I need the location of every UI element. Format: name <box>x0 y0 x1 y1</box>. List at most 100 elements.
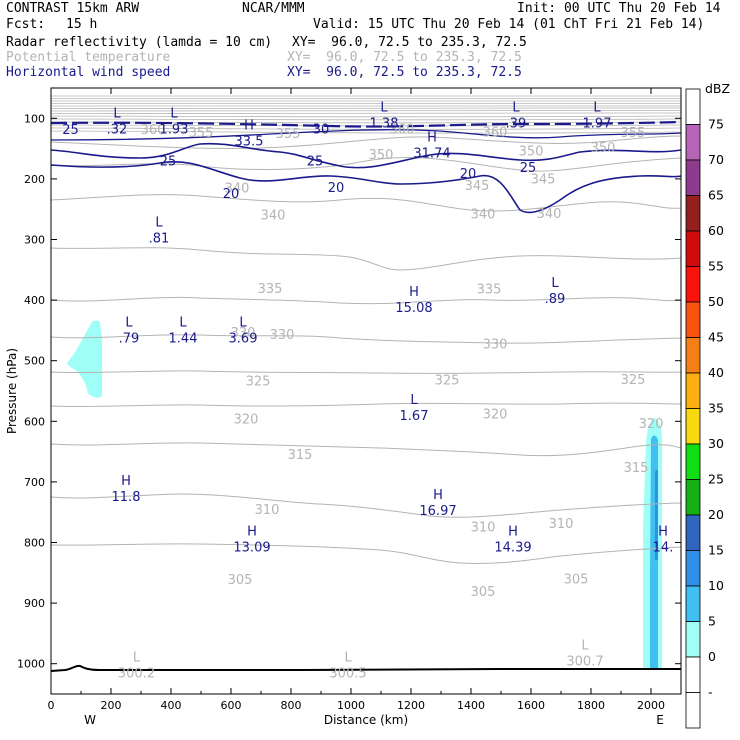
extremum-value: .79 <box>119 331 140 346</box>
theta-contour-label: 335 <box>477 283 502 298</box>
colorbar-label: 75 <box>708 117 724 132</box>
wind-contour-label: 25 <box>62 123 79 138</box>
theta-contour-label: 330 <box>483 338 508 353</box>
extremum-value: 1.38 <box>370 116 399 131</box>
theta-contour-label: 340 <box>537 207 562 222</box>
fcst-value: 15 h <box>66 17 98 32</box>
extremum-value: 33.5 <box>235 134 264 149</box>
colorbar-label: 10 <box>708 578 724 593</box>
extremum-value: 15.08 <box>395 301 432 316</box>
extremum-letter: L <box>155 215 163 230</box>
theta-contour-label: 355 <box>189 126 214 141</box>
y-axis-title: Pressure (hPa) <box>5 348 19 434</box>
theta-contour-label: 355 <box>276 127 301 142</box>
extremum-letter: L <box>512 100 520 115</box>
extremum-value: .81 <box>149 231 170 246</box>
theta-contour-label: 335 <box>258 282 283 297</box>
y-tick-label: 500 <box>24 355 45 368</box>
colorbar-swatch <box>685 195 701 232</box>
colorbar-label: 45 <box>708 330 724 345</box>
x-tick-label: 1200 <box>397 699 425 712</box>
y-tick-label: 300 <box>24 234 45 247</box>
colorbar-swatch <box>685 692 701 729</box>
y-tick-label: 100 <box>24 112 45 125</box>
reflectivity-patch-west <box>67 320 102 398</box>
extremum-value: 300.5 <box>329 667 366 682</box>
field-xy-theta: XY= 96.0, 72.5 to 235.3, 72.5 <box>287 50 522 65</box>
colorbar-label: 70 <box>708 152 724 167</box>
theta-contour-label: 305 <box>564 572 589 587</box>
colorbar-swatch <box>685 443 701 480</box>
theta-contour-label: 355 <box>621 126 646 141</box>
extremum-letter: L <box>179 315 187 330</box>
extremum-value: 14. <box>653 540 674 555</box>
extremum-letter: L <box>113 106 121 121</box>
wind-contours <box>51 120 681 214</box>
colorbar-label: 60 <box>708 223 724 238</box>
model-title: CONTRAST 15km ARW <box>6 1 140 16</box>
plot-frame <box>50 87 682 695</box>
colorbar-label: 50 <box>708 294 724 309</box>
extremum-letter: H <box>433 488 443 503</box>
x-axis-title: Distance (km) <box>324 713 408 727</box>
wind-contour-label: 30 <box>313 123 330 138</box>
theta-contour-label: 340 <box>225 181 250 196</box>
colorbar-swatch <box>685 230 701 267</box>
y-tick-label: 900 <box>24 597 45 610</box>
extremum-value: 31.74 <box>413 147 450 162</box>
extremum-value: 300.7 <box>566 654 603 669</box>
theta-contour-label: 320 <box>234 412 259 427</box>
colorbar-swatch <box>685 479 701 516</box>
west-end-label: W <box>84 713 96 727</box>
init-time: Init: 00 UTC Thu 20 Feb 14 <box>517 1 721 16</box>
theta-contour-label: 320 <box>639 417 664 432</box>
extremum-letter: H <box>658 524 668 539</box>
extremum-value: 1.97 <box>583 116 612 131</box>
extremum-letter: H <box>247 524 257 539</box>
y-tick-label: 200 <box>24 173 45 186</box>
field-xy-reflectivity: XY= 96.0, 72.5 to 235.3, 72.5 <box>292 35 527 50</box>
y-tick-label: 600 <box>24 415 45 428</box>
wind-contour-label: 20 <box>328 181 345 196</box>
colorbar-swatch <box>685 124 701 161</box>
x-tick-label: 2000 <box>637 699 665 712</box>
theta-contour-label: 305 <box>471 585 496 600</box>
extremum-value: 16.97 <box>419 504 456 519</box>
extremum-letter: L <box>133 651 141 666</box>
colorbar-swatch <box>685 550 701 587</box>
extremum-value: 14.39 <box>494 540 531 555</box>
theta-contour-label: 310 <box>471 521 496 536</box>
wind-contour-label: 20 <box>460 167 477 182</box>
theta-contour-label: 340 <box>471 207 496 222</box>
colorbar-label: 35 <box>708 401 724 416</box>
extremum-letter: L <box>380 100 388 115</box>
x-tick-label: 1600 <box>517 699 545 712</box>
colorbar-label: 55 <box>708 259 724 274</box>
x-tick-label: 1800 <box>577 699 605 712</box>
theta-contour-label: 340 <box>261 209 286 224</box>
ground-line <box>50 664 681 672</box>
extremum-value: 13.09 <box>233 540 270 555</box>
extremum-letter: L <box>410 393 418 408</box>
theta-contour-label: 345 <box>465 179 490 194</box>
colorbar-label: 20 <box>708 507 724 522</box>
colorbar-label: 65 <box>708 188 724 203</box>
field-name-theta: Potential temperature <box>6 50 171 65</box>
x-tick-label: 1400 <box>457 699 485 712</box>
center-label: NCAR/MMM <box>242 1 305 16</box>
theta-contour-label: 325 <box>435 373 460 388</box>
extremum-letter: L <box>125 315 133 330</box>
extremum-letter: L <box>581 638 589 653</box>
theta-contour-label: 350 <box>519 144 544 159</box>
theta-contour-label: 325 <box>621 373 646 388</box>
east-end-label: E <box>656 713 664 727</box>
wind-contour-label: 25 <box>307 155 324 170</box>
extremum-letter: H <box>244 118 254 133</box>
extremum-value: .89 <box>545 292 566 307</box>
extremum-letter: L <box>170 106 178 121</box>
colorbar-swatch <box>685 159 701 196</box>
extremum-value: 300.2 <box>118 667 155 682</box>
y-tick-label: 400 <box>24 294 45 307</box>
field-name-wind: Horizontal wind speed <box>6 65 171 80</box>
